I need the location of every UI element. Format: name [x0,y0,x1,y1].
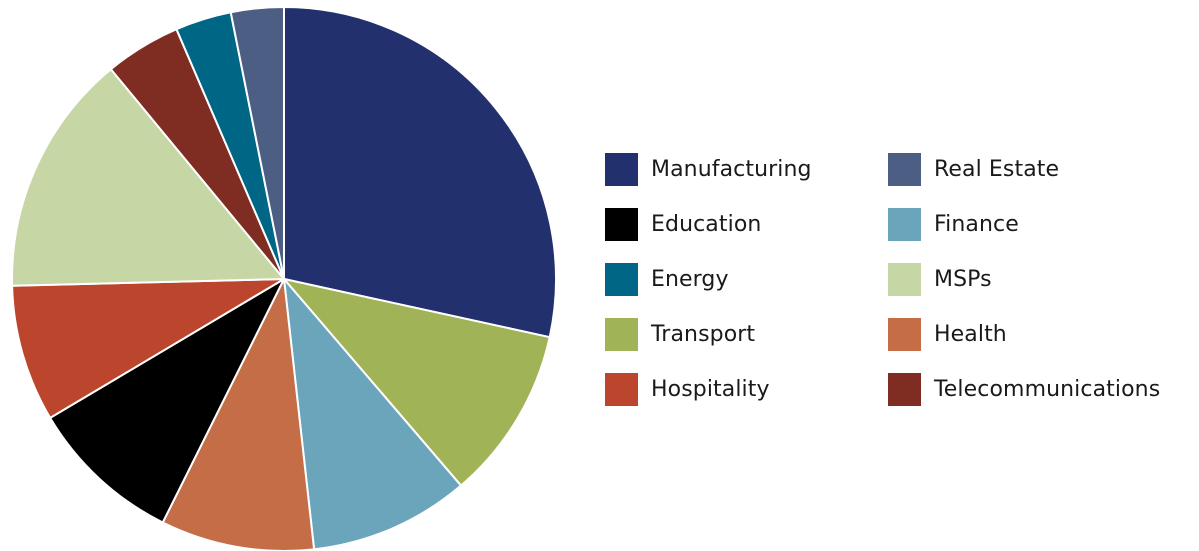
chart-legend: Manufacturing Education Energy Transport Hos… [605,152,1199,410]
legend-swatch-telecommunications [888,372,921,406]
legend-label-finance: Finance [934,211,1019,237]
legend-item-telecommunications: Telecommunications [888,372,1160,406]
legend-item-energy: Energy [605,262,729,296]
legend-swatch-finance [888,207,921,241]
legend-label-real-estate: Real Estate [934,156,1060,182]
pie-slice-hospitality [11,278,285,419]
legend-swatch-energy [605,262,638,296]
legend-swatch-transport [605,317,638,351]
legend-item-hospitality: Hospitality [605,372,770,406]
legend-label-transport: Transport [651,321,756,347]
legend-label-telecommunications: Telecommunications [934,376,1161,402]
pie-slice-finance [283,278,462,551]
legend-label-manufacturing: Manufacturing [651,156,812,182]
legend-item-transport: Transport [605,317,755,351]
legend-swatch-msps [888,262,921,296]
legend-label-energy: Energy [651,266,729,292]
legend-item-health: Health [888,317,1007,351]
pie-slice-education [49,278,285,524]
legend-item-education: Education [605,207,761,241]
pie-slice-health [161,278,316,551]
legend-label-msps: MSPs [934,266,992,292]
pie-slice-transport [283,278,551,487]
legend-swatch-hospitality [605,372,638,406]
legend-swatch-real-estate [888,152,921,186]
legend-swatch-manufacturing [605,152,638,186]
legend-label-health: Health [934,321,1007,347]
legend-swatch-education [605,207,638,241]
legend-item-finance: Finance [888,207,1019,241]
legend-label-hospitality: Hospitality [651,376,770,402]
pie-chart [11,6,557,551]
pie-slice-real-estate [229,6,285,280]
pie-slice-manufacturing [283,6,557,339]
legend-item-real-estate: Real Estate [888,152,1059,186]
legend-item-msps: MSPs [888,262,992,296]
legend-item-manufacturing: Manufacturing [605,152,812,186]
legend-swatch-health [888,317,921,351]
legend-label-education: Education [651,211,762,237]
pie-slice-msps [11,68,285,287]
